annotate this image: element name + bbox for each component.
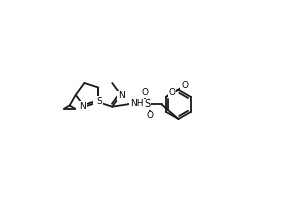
Text: N: N — [94, 97, 101, 106]
Text: O: O — [181, 81, 188, 90]
Text: N: N — [118, 91, 125, 100]
Text: N: N — [80, 102, 86, 111]
Text: N: N — [96, 99, 103, 108]
Text: NH: NH — [130, 99, 144, 108]
Text: O: O — [168, 88, 175, 97]
Text: S: S — [145, 99, 151, 109]
Text: O: O — [146, 111, 154, 120]
Text: S: S — [96, 97, 102, 106]
Text: O: O — [142, 88, 149, 97]
